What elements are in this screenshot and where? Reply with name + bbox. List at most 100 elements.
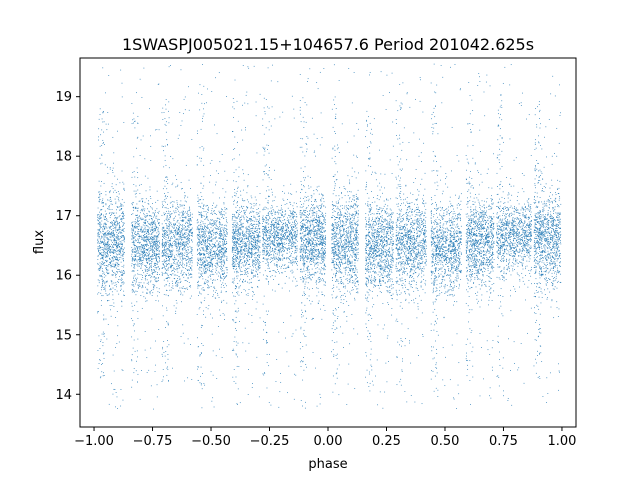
data-point xyxy=(233,216,235,218)
data-point xyxy=(117,206,119,208)
data-point xyxy=(147,233,149,235)
data-point xyxy=(218,229,219,230)
data-point xyxy=(110,215,111,216)
data-point xyxy=(223,254,225,256)
data-point xyxy=(205,249,207,251)
data-point xyxy=(245,242,247,243)
data-point xyxy=(225,230,227,231)
data-point xyxy=(124,238,125,240)
data-point xyxy=(226,269,228,271)
data-point xyxy=(102,112,104,114)
data-point xyxy=(222,254,224,256)
data-point xyxy=(257,267,259,268)
data-point xyxy=(177,241,179,243)
data-point xyxy=(250,233,251,234)
data-point xyxy=(114,265,116,267)
data-point xyxy=(117,191,119,192)
data-point xyxy=(147,236,148,238)
data-point xyxy=(201,353,202,354)
data-point xyxy=(196,337,198,339)
data-point xyxy=(184,195,186,197)
data-point xyxy=(255,204,257,206)
data-point xyxy=(208,229,210,231)
data-point xyxy=(158,234,159,236)
data-point xyxy=(247,272,249,274)
data-point xyxy=(132,242,134,243)
data-point xyxy=(136,147,137,149)
data-point xyxy=(103,218,105,220)
data-point xyxy=(177,255,179,257)
data-point xyxy=(145,239,147,240)
data-point xyxy=(117,230,118,232)
data-point xyxy=(220,259,222,260)
data-point xyxy=(170,206,171,208)
data-point xyxy=(206,251,208,253)
data-point xyxy=(208,235,210,237)
data-point xyxy=(99,242,101,244)
data-point xyxy=(187,247,189,248)
data-point xyxy=(107,241,108,243)
data-point xyxy=(121,248,122,249)
data-point xyxy=(197,248,198,250)
data-point xyxy=(248,282,250,284)
data-point xyxy=(208,246,210,247)
data-point xyxy=(110,261,112,263)
data-point xyxy=(151,265,152,267)
data-point xyxy=(108,213,110,215)
data-point xyxy=(150,280,152,282)
data-point xyxy=(167,264,169,265)
data-point xyxy=(258,236,260,237)
data-point xyxy=(249,241,251,243)
data-point xyxy=(218,251,219,252)
data-point xyxy=(235,246,237,248)
data-point xyxy=(255,252,257,253)
data-point xyxy=(205,272,207,274)
data-point xyxy=(182,226,183,228)
data-point xyxy=(248,267,250,269)
data-point xyxy=(146,237,148,239)
data-point xyxy=(220,261,222,263)
data-point xyxy=(201,235,203,237)
data-point xyxy=(151,232,153,234)
data-point xyxy=(224,207,226,209)
data-point xyxy=(252,232,254,234)
data-point xyxy=(224,276,226,278)
data-point xyxy=(131,336,133,338)
data-point xyxy=(181,271,182,273)
data-point xyxy=(103,314,105,316)
data-point xyxy=(204,254,206,255)
data-point xyxy=(103,242,104,244)
data-point xyxy=(200,384,202,386)
data-point xyxy=(159,257,160,259)
data-point xyxy=(98,230,100,232)
data-point xyxy=(215,228,217,230)
data-point xyxy=(232,241,234,243)
data-point xyxy=(210,262,211,264)
data-point xyxy=(144,278,146,279)
data-point xyxy=(240,274,241,276)
data-point xyxy=(139,212,141,214)
data-point xyxy=(144,265,146,266)
data-point xyxy=(256,247,258,249)
data-point xyxy=(132,244,134,246)
data-point xyxy=(221,233,222,234)
data-point xyxy=(219,229,221,231)
data-point xyxy=(133,284,134,286)
data-point xyxy=(178,229,180,230)
data-point xyxy=(256,247,257,249)
data-point xyxy=(204,289,205,291)
data-point xyxy=(143,257,144,258)
data-point xyxy=(115,226,117,228)
data-point xyxy=(134,221,136,223)
data-point xyxy=(151,246,153,248)
data-point xyxy=(135,192,137,194)
data-point xyxy=(190,286,192,288)
data-point xyxy=(131,203,133,205)
data-point xyxy=(154,267,156,268)
data-point xyxy=(213,202,215,204)
data-point xyxy=(178,233,179,235)
data-point xyxy=(137,239,139,241)
data-point xyxy=(177,278,178,279)
data-point xyxy=(114,223,116,225)
data-point xyxy=(185,230,187,231)
